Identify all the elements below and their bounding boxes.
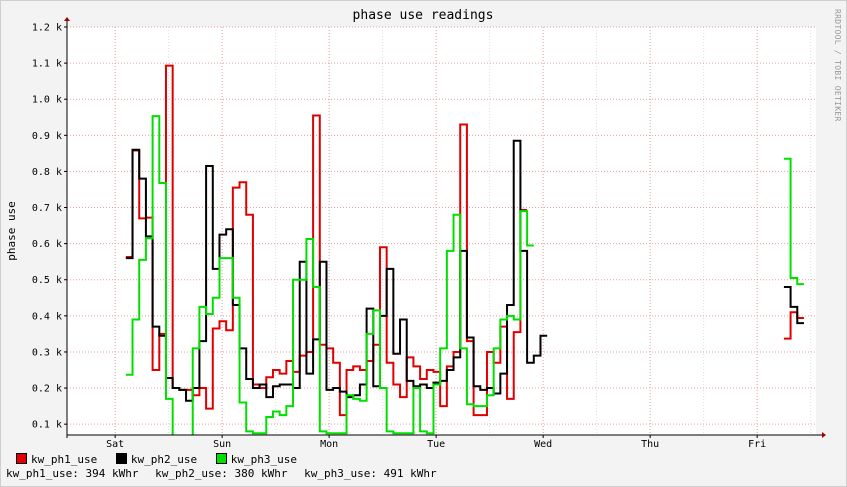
y-tick-label: 0.6 k bbox=[32, 239, 62, 250]
x-tick-label: Tue bbox=[427, 439, 445, 450]
summary-ph3: kw_ph3_use: 491 kWhr bbox=[304, 467, 437, 480]
legend-item-ph1: kw_ph1_use bbox=[16, 453, 97, 466]
y-tick-label: 0.2 k bbox=[32, 384, 62, 395]
x-tick-label: Sat bbox=[106, 439, 124, 450]
rrdtool-credit: RRDTOOL / TOBI OETIKER bbox=[833, 9, 842, 122]
summary-ph2: kw_ph2_use: 380 kWhr bbox=[155, 467, 288, 480]
summary: kw_ph1_use: 394 kWhr kw_ph2_use: 380 kWh… bbox=[6, 467, 447, 480]
x-tick-label: Fri bbox=[748, 439, 766, 450]
series-line-kw_ph3_use bbox=[783, 157, 804, 286]
x-tick-label: Sun bbox=[213, 439, 231, 450]
y-tick-label: 1.2 k bbox=[32, 23, 62, 34]
legend-swatch bbox=[115, 453, 127, 464]
legend: kw_ph1_use kw_ph2_use kw_ph3_use bbox=[16, 453, 309, 466]
legend-item-ph2: kw_ph2_use bbox=[115, 453, 198, 466]
legend-label: kw_ph1_use bbox=[31, 453, 98, 466]
legend-label: kw_ph3_use bbox=[230, 453, 297, 466]
legend-swatch bbox=[215, 453, 227, 464]
series-line-kw_ph1_use bbox=[783, 311, 804, 340]
y-tick-label: 0.4 k bbox=[32, 311, 62, 322]
x-tick-label: Thu bbox=[641, 439, 659, 450]
grid bbox=[67, 26, 816, 435]
legend-swatch bbox=[16, 453, 27, 464]
y-axis-arrow bbox=[64, 17, 70, 21]
series-line-kw_ph3_use bbox=[125, 115, 534, 435]
y-tick-label: 1.1 k bbox=[32, 59, 62, 70]
series-line-kw_ph2_use bbox=[783, 285, 804, 325]
x-tick-label: Mon bbox=[320, 439, 338, 450]
x-tick-label: Wed bbox=[534, 439, 552, 450]
y-axis-label: phase use bbox=[5, 201, 18, 261]
y-tick-label: 0.1 k bbox=[32, 420, 62, 431]
summary-ph1: kw_ph1_use: 394 kWhr bbox=[6, 467, 139, 480]
y-tick-label: 1.0 k bbox=[32, 95, 62, 106]
axes bbox=[64, 17, 826, 438]
series-layer bbox=[125, 64, 804, 435]
y-tick-label: 0.8 k bbox=[32, 167, 62, 178]
chart-title: phase use readings bbox=[353, 8, 494, 23]
x-ticks: Sat Sun Mon Tue Wed Thu Fri bbox=[106, 435, 766, 450]
x-axis-arrow bbox=[822, 432, 826, 438]
y-tick-label: 0.3 k bbox=[32, 347, 62, 358]
y-tick-label: 0.5 k bbox=[32, 275, 62, 286]
legend-item-ph3: kw_ph3_use bbox=[215, 453, 297, 466]
y-ticks: 0.1 k 0.2 k 0.3 k 0.4 k 0.5 k 0.6 k 0.7 k 0.8 k… bbox=[32, 23, 67, 431]
legend-label: kw_ph2_use bbox=[130, 453, 198, 466]
series-line-kw_ph2_use bbox=[125, 139, 548, 402]
y-tick-label: 0.9 k bbox=[32, 131, 62, 142]
y-tick-label: 0.7 k bbox=[32, 203, 62, 214]
